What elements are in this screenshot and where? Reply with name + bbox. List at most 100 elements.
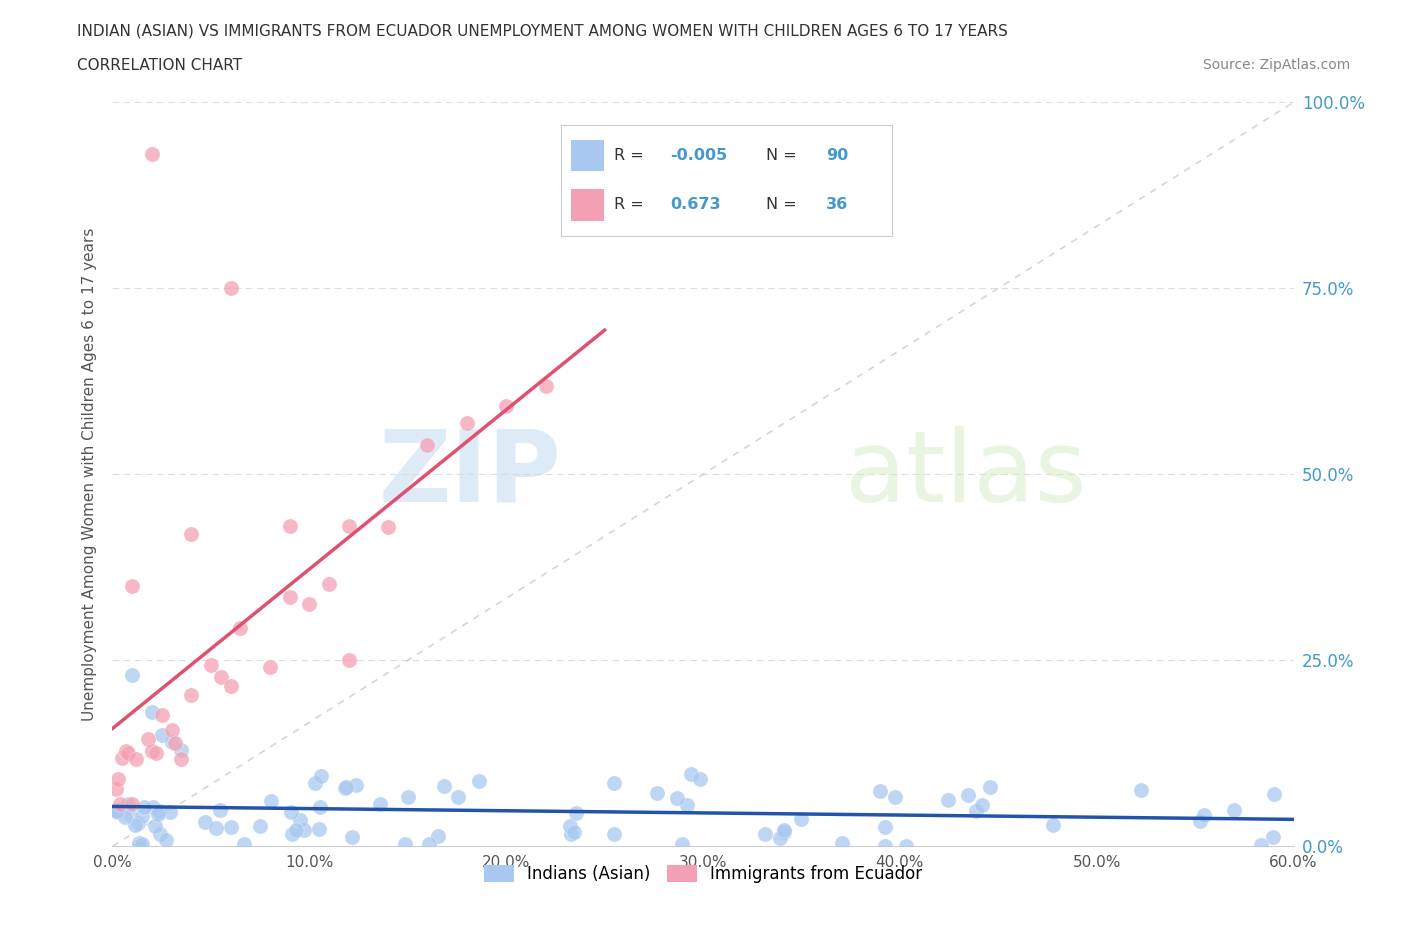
Point <box>105 782 128 797</box>
Point <box>1188 814 1211 829</box>
Point <box>956 788 979 803</box>
Point <box>280 804 302 819</box>
Point <box>560 818 582 833</box>
Point <box>564 806 586 821</box>
Legend: Indians (Asian), Immigrants from Ecuador: Indians (Asian), Immigrants from Ecuador <box>477 858 929 890</box>
Point <box>105 804 128 818</box>
Point <box>219 819 242 834</box>
Point <box>278 519 301 534</box>
Point <box>105 804 128 818</box>
Point <box>1223 803 1246 817</box>
Point <box>143 818 166 833</box>
Point <box>875 819 897 834</box>
Point <box>149 827 172 842</box>
Point <box>193 815 215 830</box>
Point <box>136 732 159 747</box>
Text: ZIP: ZIP <box>378 426 561 523</box>
Point <box>534 379 557 393</box>
Point <box>141 744 163 759</box>
Point <box>105 804 128 819</box>
Point <box>647 785 669 800</box>
Point <box>127 816 149 830</box>
Point <box>111 751 134 765</box>
Point <box>288 812 311 827</box>
Point <box>468 774 491 789</box>
Point <box>298 596 321 611</box>
Point <box>456 416 478 431</box>
Point <box>115 744 138 759</box>
Point <box>831 835 853 850</box>
Point <box>160 735 183 750</box>
Point <box>689 771 711 786</box>
Point <box>679 766 702 781</box>
Point <box>148 804 170 818</box>
Point <box>665 790 688 805</box>
Point <box>131 837 153 852</box>
Point <box>160 723 183 737</box>
Point <box>118 807 141 822</box>
Text: INDIAN (ASIAN) VS IMMIGRANTS FROM ECUADOR UNEMPLOYMENT AMONG WOMEN WITH CHILDREN: INDIAN (ASIAN) VS IMMIGRANTS FROM ECUADO… <box>77 23 1008 38</box>
Point <box>676 798 699 813</box>
Point <box>105 803 128 817</box>
Point <box>219 281 242 296</box>
Text: Source: ZipAtlas.com: Source: ZipAtlas.com <box>1202 58 1350 72</box>
Point <box>233 836 256 851</box>
Point <box>754 826 776 841</box>
Point <box>165 736 187 751</box>
Point <box>304 775 326 790</box>
Point <box>936 793 959 808</box>
Point <box>1261 830 1284 844</box>
Point <box>447 790 470 804</box>
Point <box>368 796 391 811</box>
Point <box>671 836 693 851</box>
Point <box>260 793 283 808</box>
Point <box>416 437 439 452</box>
Point <box>200 658 222 672</box>
Point <box>142 800 165 815</box>
Point <box>1192 807 1215 822</box>
Point <box>1250 838 1272 853</box>
Point <box>894 838 917 853</box>
Point <box>110 797 132 812</box>
Point <box>1042 817 1064 832</box>
Point <box>1263 787 1285 802</box>
Point <box>249 818 271 833</box>
Y-axis label: Unemployment Among Women with Children Ages 6 to 17 years: Unemployment Among Women with Children A… <box>82 228 97 721</box>
Point <box>603 827 626 842</box>
Point <box>150 727 173 742</box>
Point <box>875 838 897 853</box>
Point <box>124 817 146 832</box>
Point <box>433 778 456 793</box>
Point <box>292 822 315 837</box>
Point <box>281 826 304 841</box>
Point <box>117 797 139 812</box>
Point <box>284 823 307 838</box>
Point <box>333 780 356 795</box>
Point <box>396 790 419 804</box>
Point <box>970 797 993 812</box>
Point <box>426 829 449 844</box>
Point <box>125 751 148 766</box>
Point <box>121 797 143 812</box>
Point <box>773 822 796 837</box>
Point <box>128 839 150 854</box>
Point <box>150 708 173 723</box>
Point <box>229 620 252 635</box>
Point <box>155 832 177 847</box>
Point <box>318 577 340 591</box>
Point <box>219 679 242 694</box>
Point <box>170 751 193 766</box>
Point <box>1130 783 1153 798</box>
Point <box>121 578 143 593</box>
Point <box>180 526 202 541</box>
Point <box>259 660 281 675</box>
Point <box>377 519 399 534</box>
Point <box>134 799 156 814</box>
Point <box>146 806 169 821</box>
Point <box>141 147 163 162</box>
Point <box>204 820 226 835</box>
Point <box>344 777 367 792</box>
Point <box>209 670 232 684</box>
Text: CORRELATION CHART: CORRELATION CHART <box>77 58 242 73</box>
Point <box>394 836 416 851</box>
